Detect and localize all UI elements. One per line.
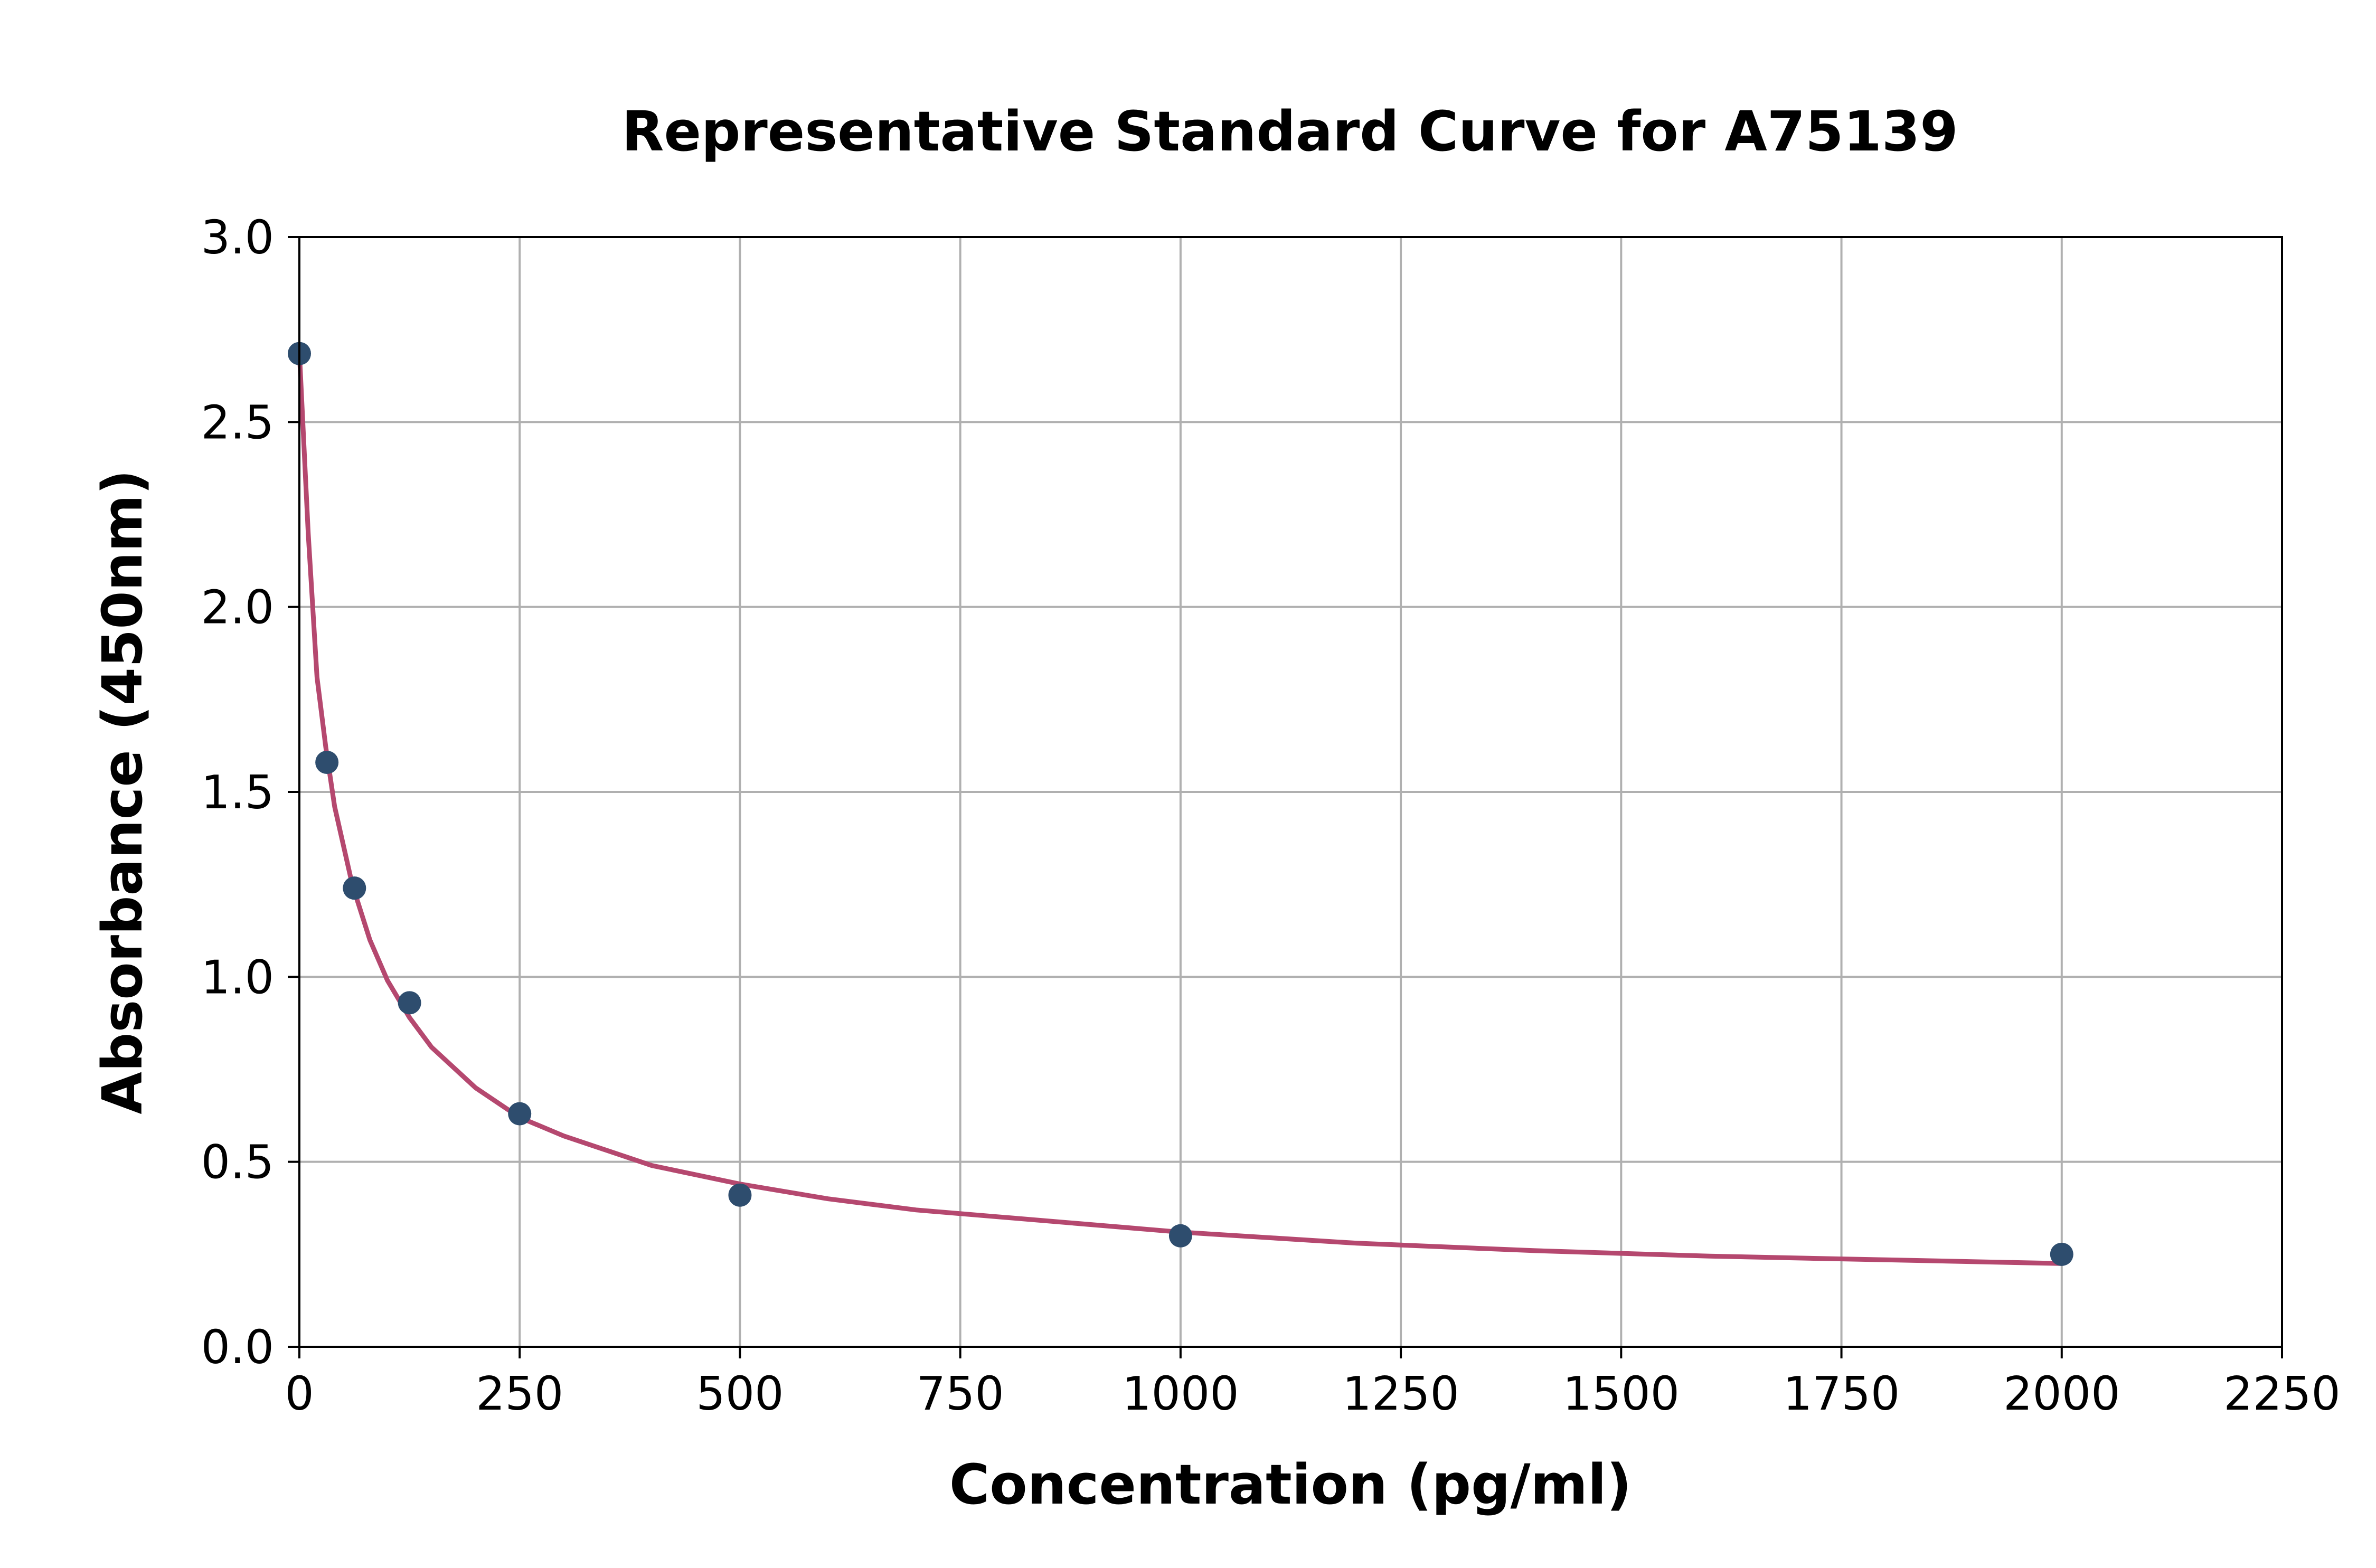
- x-tick-label: 0: [285, 1367, 314, 1421]
- y-tick-label: 3.0: [201, 211, 274, 265]
- x-axis-label: Concentration (pg/ml): [949, 1452, 1632, 1517]
- y-tick-label: 0.0: [201, 1320, 274, 1374]
- fit-curve-line: [297, 351, 2062, 1266]
- x-tick-label: 1000: [1122, 1367, 1239, 1421]
- x-tick-label: 2000: [2003, 1367, 2120, 1421]
- fit-curve-layer: [297, 351, 2062, 1266]
- y-tick-label: 2.5: [201, 395, 274, 449]
- x-tick-label: 1750: [1783, 1367, 1900, 1421]
- data-point: [398, 991, 421, 1015]
- y-axis-ticks: 0.0 0.5 1.0 1.5 2.0 2.5 3.0: [201, 211, 299, 1374]
- data-point: [315, 750, 339, 774]
- y-tick-label: 2.0: [201, 581, 274, 635]
- x-tick-label: 1500: [1563, 1367, 1680, 1421]
- y-tick-label: 1.5: [201, 766, 274, 819]
- data-point: [728, 1183, 752, 1207]
- x-tick-label: 1250: [1342, 1367, 1459, 1421]
- x-tick-label: 500: [696, 1367, 784, 1421]
- x-axis-ticks: 0 250 500 750 1000 1250 1500 1750 2000 2250: [285, 1347, 2341, 1421]
- x-tick-label: 2250: [2223, 1367, 2340, 1421]
- x-tick-label: 250: [476, 1367, 563, 1421]
- y-tick-label: 1.0: [201, 950, 274, 1004]
- data-point: [508, 1102, 532, 1126]
- data-point: [2050, 1242, 2073, 1266]
- data-point: [343, 876, 366, 900]
- chart-title: Representative Standard Curve for A75139: [621, 99, 1958, 164]
- y-axis-label: Absorbance (450nm): [90, 469, 155, 1114]
- y-tick-label: 0.5: [201, 1136, 274, 1189]
- x-tick-label: 750: [917, 1367, 1004, 1421]
- data-point: [1168, 1224, 1192, 1248]
